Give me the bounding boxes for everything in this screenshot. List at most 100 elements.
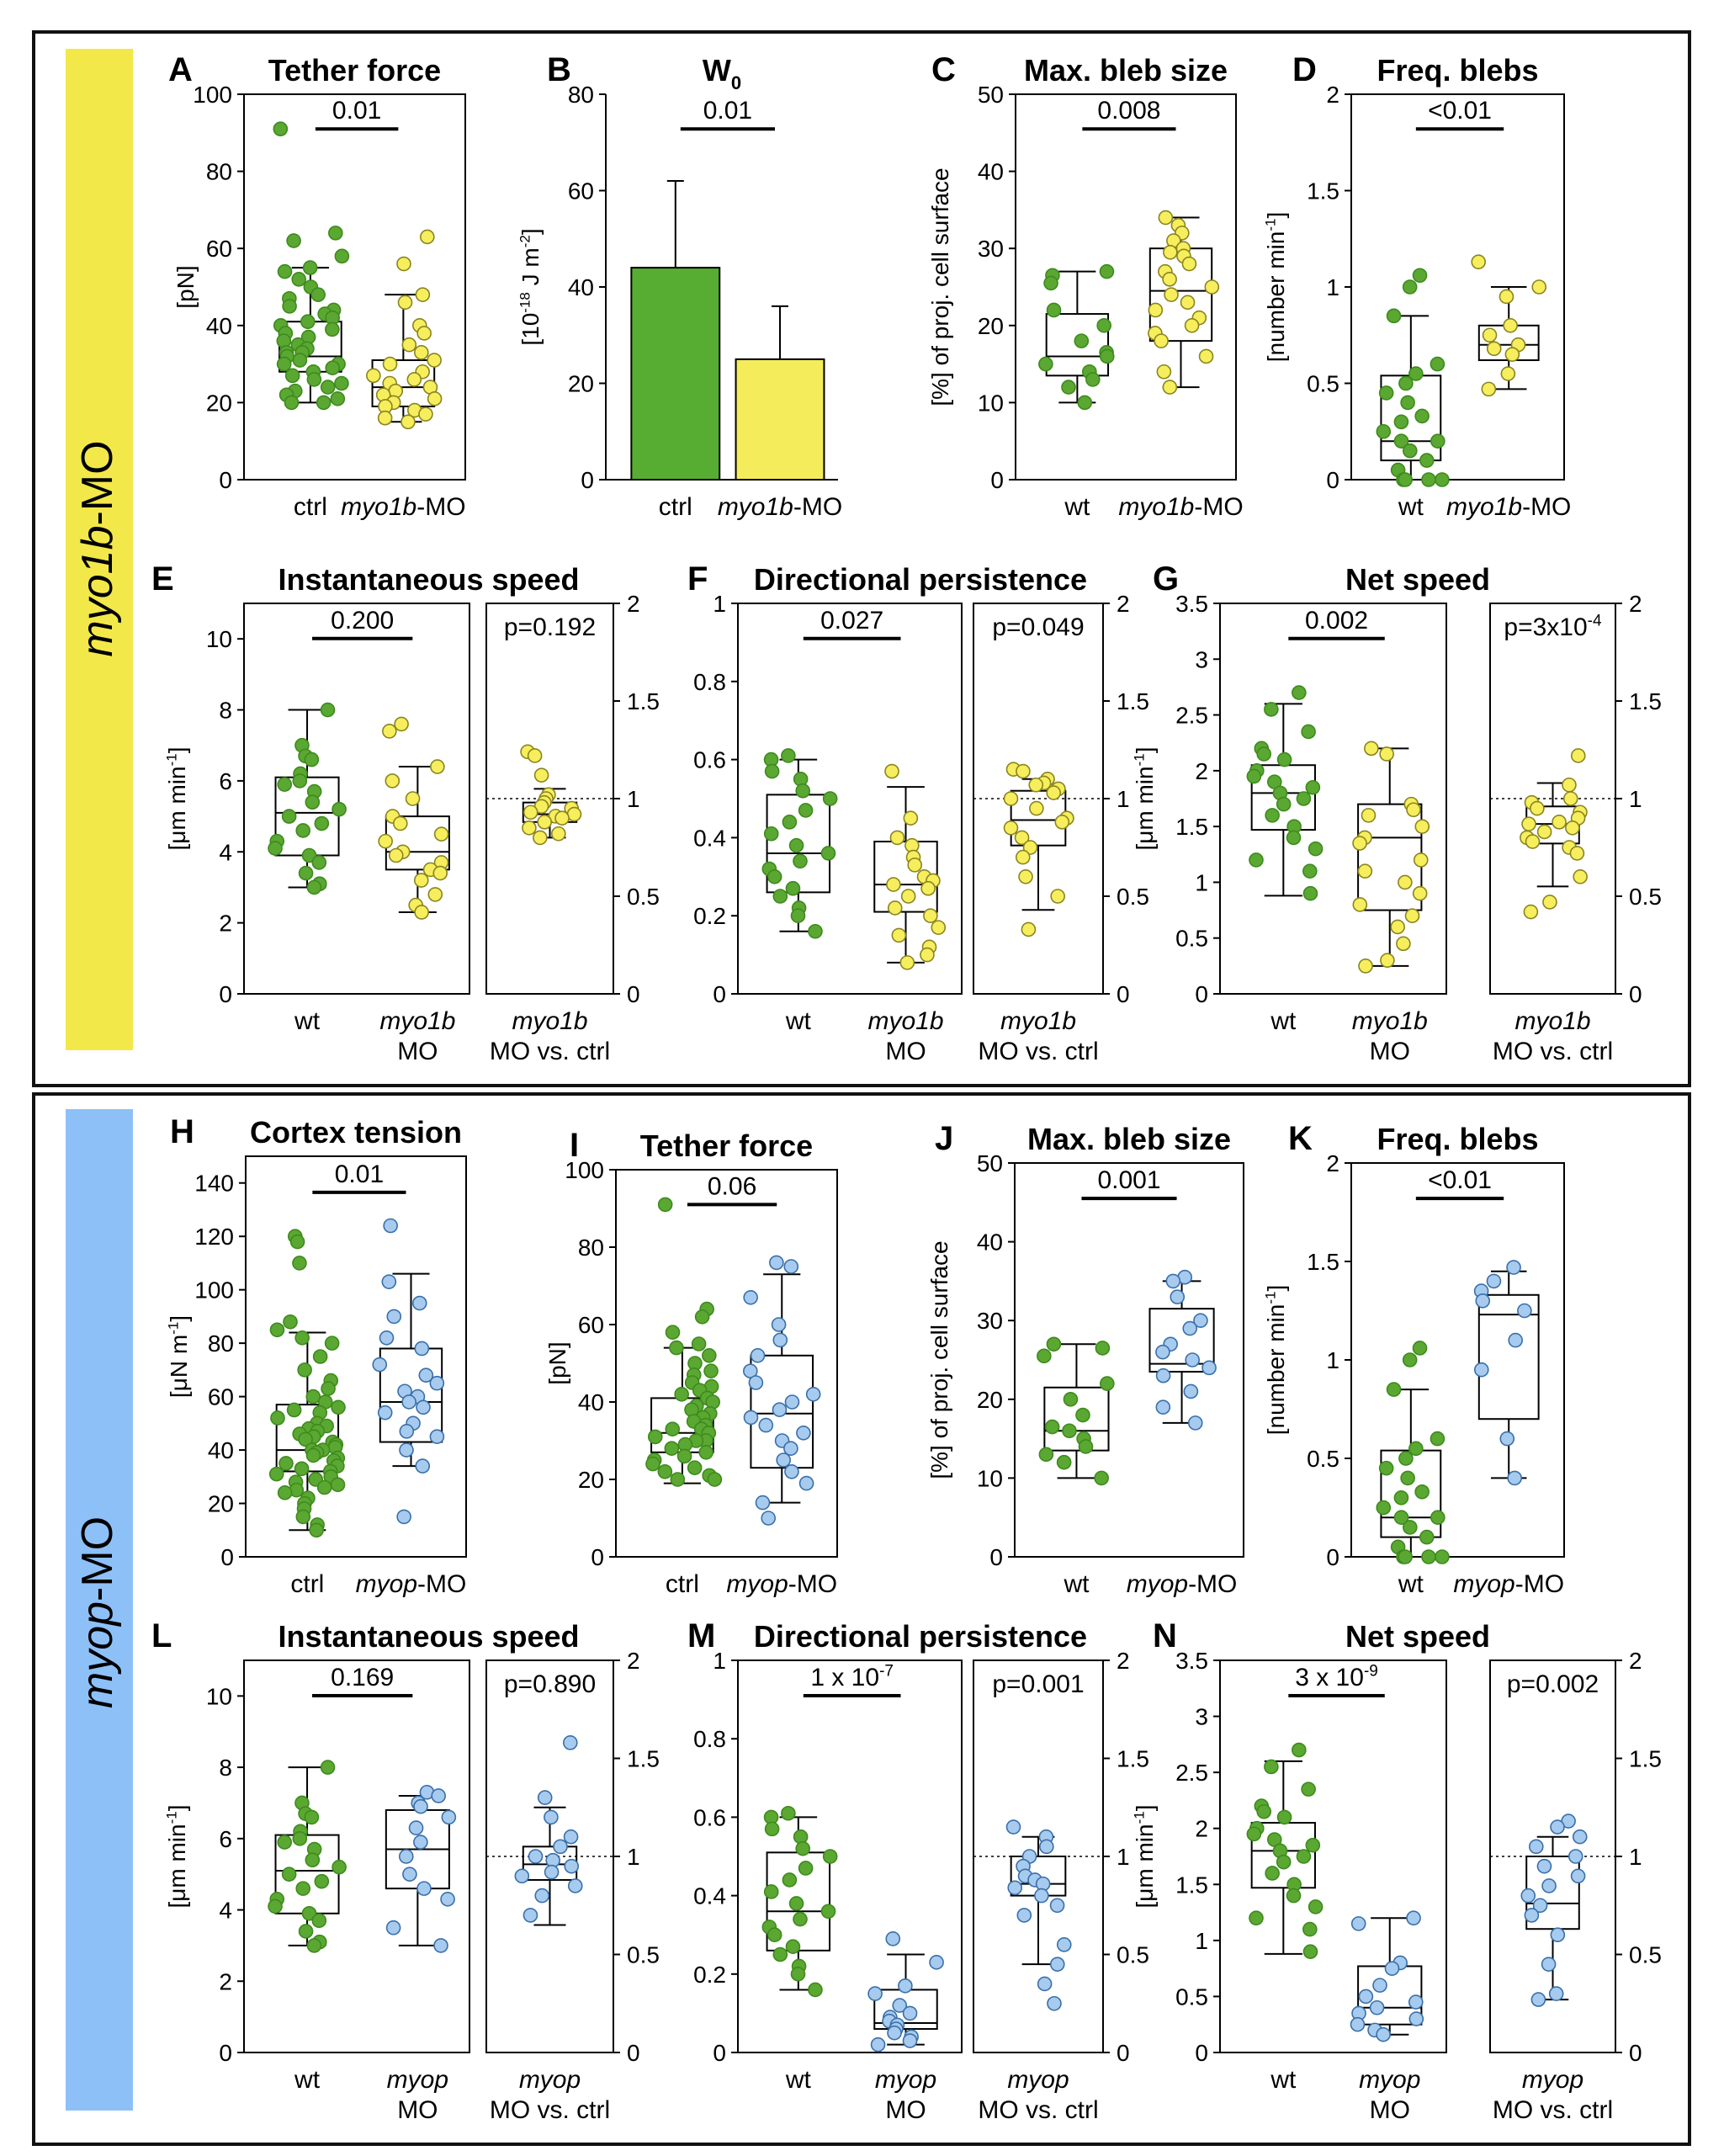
data-point xyxy=(1421,472,1436,487)
p-value-label: 0.001 xyxy=(1097,1166,1160,1194)
data-point xyxy=(761,1511,777,1526)
data-point xyxy=(676,1448,692,1464)
data-point xyxy=(1573,869,1588,884)
data-point xyxy=(1430,1431,1446,1447)
data-point xyxy=(1292,1742,1307,1758)
plot-frame xyxy=(243,93,466,481)
data-point xyxy=(1022,840,1038,855)
data-point xyxy=(1184,317,1200,333)
data-point xyxy=(1406,1910,1421,1926)
box-group xyxy=(1352,741,1430,974)
data-point xyxy=(433,1938,448,1953)
y-tick-label: 0 xyxy=(220,1544,234,1570)
panel-letter: H xyxy=(170,1113,194,1150)
y-tick-label: 4 xyxy=(219,839,232,865)
data-point xyxy=(1390,919,1405,935)
data-point xyxy=(1156,364,1172,380)
x-category-label-line2: MO xyxy=(397,1038,438,1065)
data-point xyxy=(1482,327,1498,343)
ratio-subpanel: 0 0.5 1 1.5 2 p=0.049 myo1b MO vs. ctrl xyxy=(973,591,1149,1065)
data-point xyxy=(1054,815,1070,830)
data-point xyxy=(931,920,947,935)
y-tick-label: 0 xyxy=(219,2040,232,2066)
panel-letter: A xyxy=(168,51,193,88)
data-point xyxy=(278,1456,294,1471)
data-point xyxy=(798,1861,814,1876)
data-point xyxy=(295,823,311,838)
data-point xyxy=(1043,275,1058,291)
y2-tick-label: 1.5 xyxy=(1117,688,1149,714)
data-point xyxy=(1550,1819,1565,1835)
data-point xyxy=(292,1831,308,1846)
label-text: 0.01 xyxy=(335,1160,384,1188)
label-text: p=3x10 xyxy=(1504,613,1587,641)
box-iqr xyxy=(1148,1308,1215,1373)
y2-tick-label: 1 xyxy=(1629,786,1642,812)
data-point xyxy=(1475,1293,1491,1309)
data-point xyxy=(1352,836,1367,851)
data-point xyxy=(1473,1362,1489,1378)
y-tick-label: 0 xyxy=(219,981,232,1007)
section-frame-myop xyxy=(32,1092,1691,2146)
data-point xyxy=(1301,1782,1316,1797)
data-point xyxy=(427,887,443,902)
label-italic: myop xyxy=(1127,1570,1188,1598)
label-text: 0.01 xyxy=(332,97,381,125)
panel-letter: D xyxy=(1292,51,1317,88)
data-point xyxy=(929,1955,944,1970)
data-point xyxy=(1532,1898,1548,1914)
label-text: ] xyxy=(1132,746,1158,753)
data-point xyxy=(1361,808,1377,823)
y-tick-label: 0.5 xyxy=(1175,1983,1208,2010)
data-point xyxy=(822,791,838,806)
data-point xyxy=(1204,279,1220,295)
data-point xyxy=(691,1336,707,1351)
y-axis-label: [number min-1] xyxy=(1262,212,1289,363)
data-point xyxy=(1163,244,1178,260)
data-point xyxy=(805,1387,821,1402)
x-category-label: wt xyxy=(1398,493,1424,521)
data-point xyxy=(1406,802,1421,818)
data-point xyxy=(394,716,409,732)
panel-N: N Net speed 0 0.5 1 1.5 2 2.5 3 3.5 [μm min-1] wt my… xyxy=(1131,1617,1662,2124)
box-group xyxy=(761,1805,838,1998)
data-point xyxy=(1162,380,1178,395)
data-point xyxy=(907,858,923,873)
panel-D: D Freq. blebs 0 0.5 1 1.5 2 [number min-1] wt myo… xyxy=(1262,51,1571,521)
data-point xyxy=(550,826,566,842)
x-category-label: wt xyxy=(294,1007,321,1035)
data-point xyxy=(1062,1423,1077,1439)
data-point xyxy=(320,380,336,395)
data-point xyxy=(382,724,397,739)
data-point xyxy=(1039,1839,1054,1855)
ratio-category-label-line2: MO vs. ctrl xyxy=(490,1038,610,1065)
y-tick-label: 10 xyxy=(978,390,1004,416)
data-point xyxy=(408,1820,424,1835)
data-point xyxy=(401,1394,416,1410)
data-point xyxy=(400,414,416,430)
label-text: p=0.002 xyxy=(1507,1670,1599,1698)
y-tick-label: 1 xyxy=(1326,274,1339,300)
data-point xyxy=(1305,1837,1321,1853)
y-tick-label: 20 xyxy=(208,1491,234,1517)
bar xyxy=(630,267,721,481)
y-tick-label: 2 xyxy=(1195,758,1208,784)
p-value-label: 0.01 xyxy=(332,97,381,125)
data-point xyxy=(772,1946,788,1962)
y-tick-label: 0.4 xyxy=(693,825,726,851)
y-tick-label: 0 xyxy=(713,981,726,1007)
data-point xyxy=(268,1466,284,1482)
data-point xyxy=(1185,1352,1200,1367)
y-tick-label: 1 xyxy=(713,591,726,617)
x-category-label: myo1b-MO xyxy=(1446,493,1571,521)
data-point xyxy=(1548,1986,1564,2001)
data-point xyxy=(284,395,300,411)
panel-I: I Tether force 0 20 40 60 80 100 [pN] ctrl myop-MO… xyxy=(544,1127,838,1598)
ratio-box-group xyxy=(1520,748,1588,920)
label-text: 0.01 xyxy=(703,97,752,125)
data-point xyxy=(268,1898,283,1914)
ratio-category-label-line2: MO vs. ctrl xyxy=(490,2096,610,2124)
y2-tick-label: 1.5 xyxy=(1629,688,1662,714)
data-point xyxy=(758,1417,774,1433)
box-group xyxy=(378,716,450,920)
